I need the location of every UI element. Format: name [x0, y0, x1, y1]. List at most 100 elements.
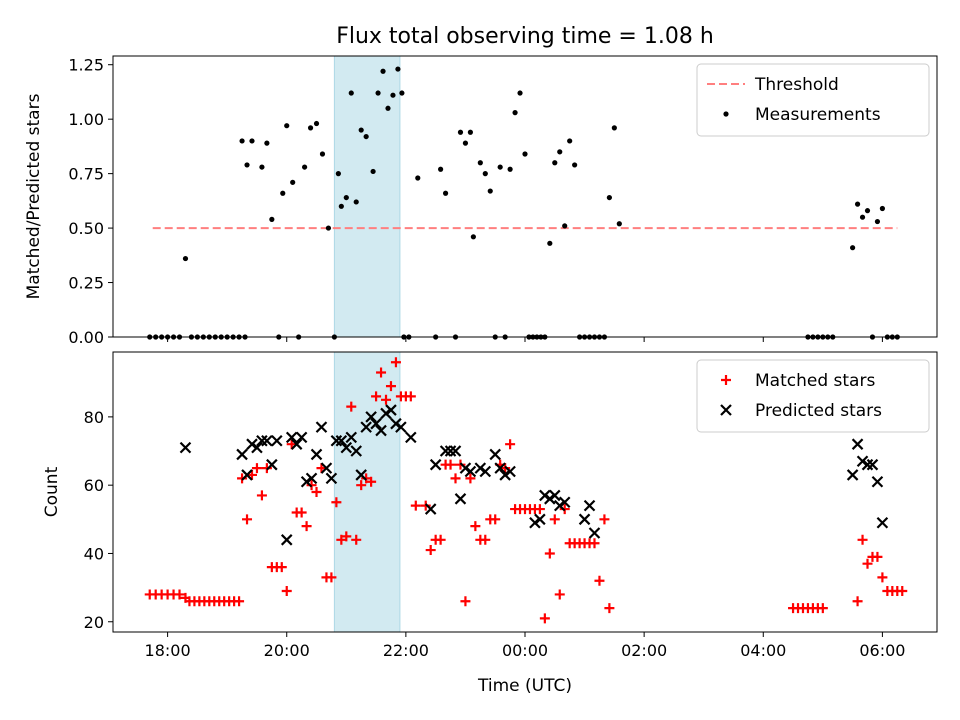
y-tick-label: 1.25 [68, 56, 104, 75]
data-point [271, 435, 283, 447]
data-point [358, 127, 364, 133]
data-point [583, 499, 596, 512]
data-point [239, 138, 245, 144]
legend: Matched stars Predicted stars [696, 359, 930, 433]
data-point [246, 469, 257, 480]
data-point [335, 171, 341, 177]
data-point [315, 421, 328, 433]
data-point [395, 66, 401, 72]
data-point [470, 521, 481, 532]
data-point [307, 125, 314, 131]
legend-label: Predicted stars [755, 401, 882, 421]
y-tick-label: 60 [84, 476, 104, 495]
data-point [562, 223, 568, 229]
data-point [355, 469, 367, 481]
data-point [371, 391, 382, 402]
chart-title: Flux total observing time = 1.08 h [336, 24, 714, 49]
legend: Threshold Measurements [696, 63, 930, 137]
data-point [310, 448, 323, 461]
data-point [588, 527, 601, 539]
data-point [490, 514, 501, 525]
data-point [399, 90, 405, 96]
data-point [482, 171, 488, 177]
data-point [370, 168, 376, 175]
legend-swatch [723, 111, 729, 117]
data-point [301, 521, 312, 532]
series-plus [144, 357, 908, 624]
data-point [242, 514, 253, 525]
data-point [477, 160, 483, 166]
y-tick-label: 0.75 [68, 165, 104, 184]
data-point [356, 480, 367, 491]
data-point [429, 458, 442, 471]
data-point [325, 472, 338, 485]
data-point [480, 534, 491, 545]
data-point [363, 133, 369, 140]
data-point [862, 558, 873, 569]
data-point [330, 435, 343, 447]
data-point [348, 90, 354, 96]
data-point [871, 475, 884, 488]
data-point [290, 179, 296, 185]
data-point [381, 394, 392, 405]
x-tick-label: 18:00 [145, 641, 191, 660]
data-point [296, 507, 307, 518]
data-point [269, 216, 275, 222]
x-tick-label: 06:00 [859, 641, 905, 660]
data-point [395, 421, 407, 433]
legend-label: Threshold [754, 75, 839, 95]
data-point [549, 489, 561, 502]
data-point [479, 465, 492, 478]
data-point [365, 411, 377, 423]
data-point [182, 255, 189, 262]
data-point [390, 357, 401, 368]
data-point [487, 188, 493, 194]
data-point [439, 445, 452, 457]
data-point [249, 138, 255, 144]
legend-box [696, 63, 930, 137]
data-point [376, 367, 387, 378]
data-point [415, 175, 421, 181]
data-point [350, 445, 363, 457]
data-point [438, 166, 444, 172]
top-panel: 0.00 0.25 0.50 0.75 1.00 1.25 Matched/Predicte… [24, 55, 938, 347]
data-point [539, 613, 550, 624]
data-point [174, 589, 185, 600]
legend-label: Measurements [755, 105, 881, 125]
data-point [544, 548, 555, 559]
data-point [261, 435, 273, 447]
data-point [567, 138, 573, 144]
x-axis-label: Time (UTC) [477, 676, 572, 696]
data-point [405, 391, 416, 402]
data-point [857, 534, 868, 545]
data-point [557, 149, 563, 155]
data-point [611, 125, 617, 131]
legend-box [696, 359, 930, 433]
data-point [425, 545, 436, 556]
data-point [316, 463, 327, 474]
data-point [424, 503, 437, 515]
x-tick-label: 04:00 [740, 641, 786, 660]
data-point [236, 448, 248, 461]
data-point [360, 421, 372, 433]
data-point [351, 534, 362, 545]
data-point [445, 459, 456, 470]
data-point [302, 164, 308, 170]
data-point [241, 469, 253, 481]
data-point [346, 401, 357, 412]
data-point [234, 596, 245, 607]
y-tick-label: 0.50 [68, 219, 104, 238]
data-point [497, 164, 503, 170]
x-tick-label: 00:00 [502, 641, 548, 660]
data-point [375, 424, 387, 437]
data-point [517, 90, 523, 96]
data-point [616, 221, 622, 227]
data-point [879, 205, 885, 212]
data-point [353, 199, 359, 205]
data-point [286, 439, 297, 450]
data-point [874, 218, 881, 225]
legend-swatch [721, 375, 731, 385]
data-point [866, 458, 879, 471]
data-point [864, 208, 871, 214]
data-point [504, 465, 516, 478]
